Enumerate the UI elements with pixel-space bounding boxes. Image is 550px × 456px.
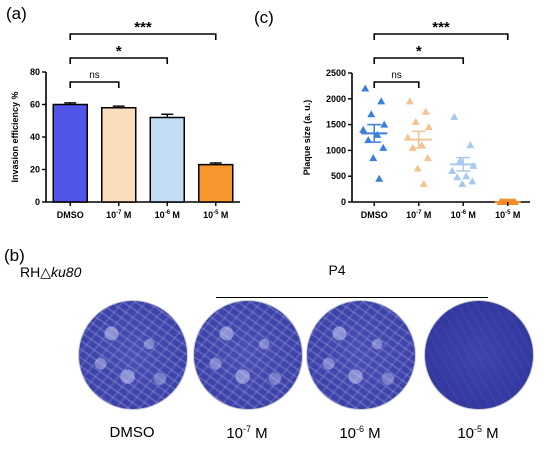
significance-label: ns <box>391 70 402 81</box>
data-point <box>417 141 426 149</box>
y-tick-label: 500 <box>331 171 346 181</box>
bar <box>101 107 137 203</box>
x-tick-label: 10-7 M <box>106 210 131 220</box>
bar <box>198 163 234 203</box>
invasion-bar-chart: 0 20 40 60 80 Invasion efficiency % DMSO 10-7 M… <box>10 19 240 220</box>
data-point <box>405 97 414 105</box>
y-tick-label: 2000 <box>326 94 346 104</box>
strain-label: RH△ku80 <box>20 264 81 281</box>
strain-gene: ku80 <box>51 264 82 280</box>
plaque-plate-1e-7 <box>193 300 303 410</box>
plate-label-exp: -5 <box>474 424 483 434</box>
data-point <box>379 143 388 151</box>
plate-label-base: 10 <box>339 425 356 442</box>
significance-label: *** <box>432 19 450 36</box>
data-point <box>458 179 467 187</box>
data-point <box>453 173 462 181</box>
plate-label-unit: M <box>482 425 499 442</box>
y-tick-label: 0 <box>35 197 40 207</box>
data-point <box>469 161 478 169</box>
y-tick-label: 40 <box>30 132 40 142</box>
data-point <box>424 123 433 131</box>
x-tick-label: DMSO <box>361 210 388 220</box>
strain-delta: △ <box>40 264 52 280</box>
significance-bracket <box>373 57 465 64</box>
data-point <box>359 125 368 133</box>
data-point <box>468 177 477 185</box>
y-tick-label: 1500 <box>326 120 346 130</box>
x-tick-label: 10-6 M <box>451 210 476 220</box>
x-tick-label: 10-5 M <box>203 210 228 220</box>
plaque-plate-dmso <box>78 300 188 410</box>
data-point <box>377 97 386 105</box>
plate-label-base: 10 <box>457 425 474 442</box>
data-point <box>361 84 370 92</box>
data-point <box>466 141 475 149</box>
plate-label-base: 10 <box>226 425 243 442</box>
y-tick-label: 20 <box>30 165 40 175</box>
data-point <box>373 130 382 138</box>
plate-label-dmso: DMSO <box>109 424 155 441</box>
data-point <box>419 179 428 187</box>
plaque-scatter-chart: 0 500 1000 1500 2000 2500 Plaque size (a. u.) D… <box>302 19 530 220</box>
passage-label: P4 <box>328 262 346 278</box>
data-point <box>421 107 430 115</box>
data-point <box>380 120 389 128</box>
data-point <box>364 136 373 144</box>
y-tick-label: 60 <box>30 100 40 110</box>
y-axis-label: Invasion efficiency % <box>10 91 20 182</box>
data-point <box>423 154 432 162</box>
significance-bracket <box>69 81 120 88</box>
passage-line <box>216 297 488 298</box>
x-tick-label: 10-7 M <box>406 210 431 220</box>
x-tick-label: 10-5 M <box>495 210 520 220</box>
plate-label-unit: M <box>364 425 381 442</box>
data-point <box>456 156 465 164</box>
y-tick-label: 2500 <box>326 68 346 78</box>
y-tick-label: 1000 <box>326 145 346 155</box>
bar <box>52 103 88 203</box>
plaque-plate-1e-6 <box>306 300 416 410</box>
plate-label-exp: -6 <box>356 424 365 434</box>
panel-c-label: (c) <box>254 8 274 27</box>
panel-a-label: (a) <box>6 4 27 23</box>
data-point <box>462 172 471 180</box>
x-tick-label: 10-6 M <box>155 210 180 220</box>
panel-b-label: (b) <box>4 246 25 265</box>
y-tick-label: 0 <box>341 197 346 207</box>
data-point <box>411 118 420 126</box>
significance-label: * <box>116 43 122 60</box>
plaque-plate-1e-5 <box>424 300 534 410</box>
significance-label: *** <box>134 19 152 36</box>
y-tick-label: 80 <box>30 67 40 77</box>
strain-prefix: RH <box>20 264 41 280</box>
significance-bracket <box>69 57 169 64</box>
bar <box>149 116 185 203</box>
plate-label-exp: -7 <box>243 424 252 434</box>
plate-label-1e-6: 10-6 M <box>315 424 405 442</box>
data-point <box>375 174 384 182</box>
plate-label-1e-7: 10-7 M <box>202 424 292 442</box>
significance-bracket <box>373 81 420 88</box>
data-point <box>450 112 459 120</box>
significance-label: ns <box>89 70 100 81</box>
y-axis-label: Plaque size (a. u.) <box>302 100 312 176</box>
plate-label-1e-5: 10-5 M <box>433 424 523 442</box>
plate-label-unit: M <box>251 425 268 442</box>
significance-bracket <box>373 33 509 40</box>
data-point <box>367 110 376 118</box>
x-tick-label: DMSO <box>57 210 84 220</box>
significance-label: * <box>416 43 422 60</box>
data-point <box>369 154 378 162</box>
data-point <box>448 167 457 175</box>
data-point <box>413 164 422 172</box>
significance-bracket <box>69 33 217 40</box>
